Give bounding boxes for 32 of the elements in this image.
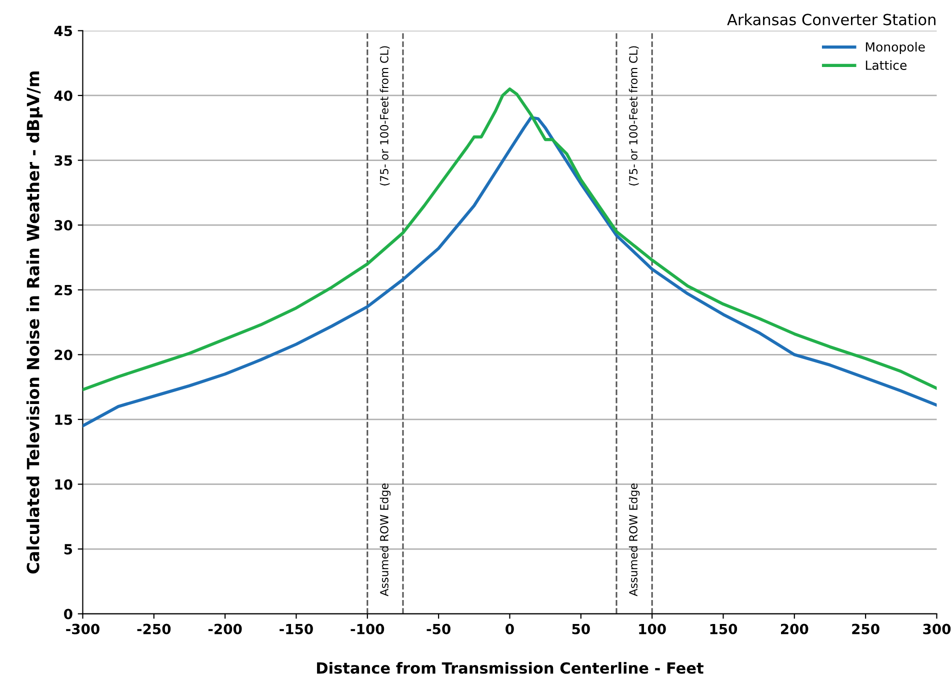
x-tick-label: 200 xyxy=(781,624,808,634)
y-tick-label: 0 xyxy=(64,608,72,620)
y-tick-label: 20 xyxy=(54,350,72,360)
x-axis-title: Distance from Transmission Centerline - Feet xyxy=(317,662,704,674)
x-tick-label: 100 xyxy=(639,624,666,634)
x-tick-label: -50 xyxy=(426,624,450,634)
x-tick-label: -200 xyxy=(208,624,242,634)
chart-title: Arkansas Converter Station xyxy=(727,14,936,26)
x-tick-label: 50 xyxy=(572,624,590,634)
annotation: (75- or 100-Feet from CL) xyxy=(380,46,390,186)
x-tick-label: 300 xyxy=(923,624,951,634)
x-tick-label: -300 xyxy=(66,624,100,634)
annotation: (75- or 100-Feet from CL) xyxy=(628,46,639,186)
y-axis-title: Calculated Television Noise in Rain Weather - dBµV/m xyxy=(26,71,43,574)
y-tick-label: 30 xyxy=(54,220,72,231)
x-tick-label: 0 xyxy=(506,624,514,634)
x-tick-label: 250 xyxy=(852,624,880,634)
y-tick-label: 45 xyxy=(54,26,72,36)
legend-label: Lattice xyxy=(866,60,907,70)
legend-label: Monopole xyxy=(866,42,925,54)
y-tick-label: 5 xyxy=(64,544,72,554)
x-tick-label: -150 xyxy=(280,624,313,634)
y-tick-label: 35 xyxy=(54,155,72,166)
x-tick-label: -250 xyxy=(137,624,171,634)
y-tick-label: 25 xyxy=(54,284,72,296)
y-tick-label: 10 xyxy=(55,479,72,490)
x-tick-label: 150 xyxy=(710,624,738,634)
y-tick-label: 40 xyxy=(54,90,72,101)
annotation: Assumed ROW Edge xyxy=(628,483,640,596)
x-tick-label: -100 xyxy=(350,624,384,634)
annotation: Assumed ROW Edge xyxy=(380,483,391,596)
y-tick-label: 15 xyxy=(55,414,72,425)
